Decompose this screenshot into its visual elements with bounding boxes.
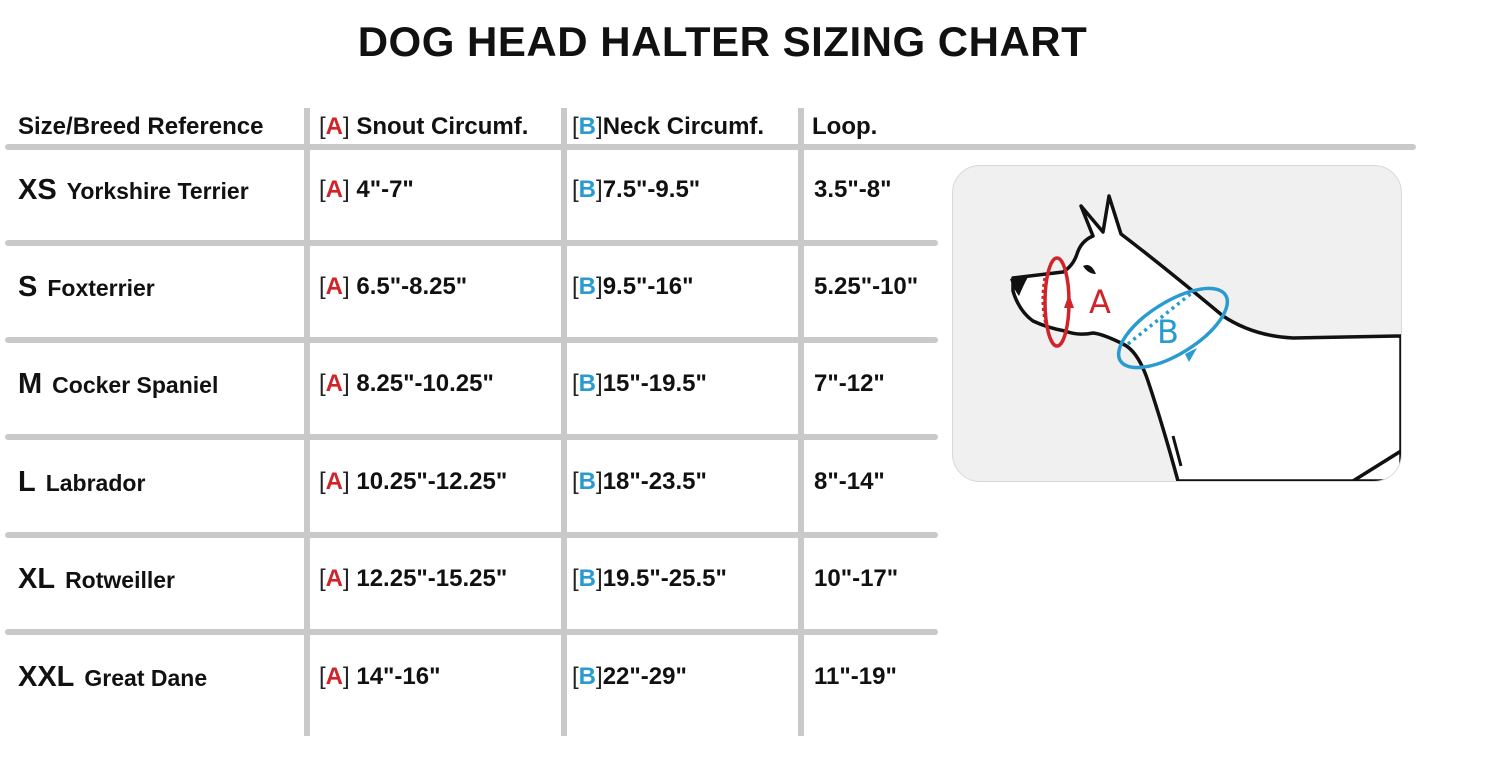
size-breed-cell: XXL Great Dane bbox=[18, 661, 207, 694]
size-label: L bbox=[18, 466, 36, 498]
breed-label: Labrador bbox=[45, 470, 146, 496]
marker-a: A bbox=[325, 273, 344, 300]
column-divider bbox=[798, 108, 804, 736]
size-label: XL bbox=[18, 563, 56, 595]
neck-cell: [B]19.5"-25.5" bbox=[572, 565, 727, 592]
label-a: A bbox=[1089, 283, 1111, 321]
size-label: S bbox=[18, 271, 38, 303]
loop-value: 10"-17" bbox=[814, 565, 899, 592]
loop-value: 11"-19" bbox=[814, 663, 897, 690]
breed-label: Cocker Spaniel bbox=[52, 372, 219, 398]
marker-b: B bbox=[578, 663, 597, 690]
size-breed-cell: L Labrador bbox=[18, 466, 145, 499]
marker-b: B bbox=[578, 176, 597, 203]
marker-a: A bbox=[325, 663, 344, 690]
column-divider bbox=[561, 108, 567, 736]
breed-label: Rotweiller bbox=[65, 567, 175, 593]
loop-value: 3.5"-8" bbox=[814, 176, 892, 203]
snout-cell: [A] 14"-16" bbox=[319, 663, 441, 690]
marker-a: A bbox=[325, 176, 344, 203]
row-divider bbox=[5, 337, 938, 343]
size-breed-cell: S Foxterrier bbox=[18, 271, 155, 304]
neck-cell: [B]22"-29" bbox=[572, 663, 687, 690]
neck-cell: [B]9.5"-16" bbox=[572, 273, 694, 300]
loop-value: 7"-12" bbox=[814, 370, 885, 397]
neck-value: 7.5"-9.5" bbox=[602, 176, 701, 203]
snout-value: 12.25"-15.25" bbox=[356, 565, 508, 592]
header-loop: Loop. bbox=[812, 113, 878, 140]
neck-cell: [B]15"-19.5" bbox=[572, 370, 707, 397]
marker-a: A bbox=[325, 468, 344, 495]
breed-label: Yorkshire Terrier bbox=[66, 178, 249, 204]
label-b: B bbox=[1157, 313, 1179, 351]
breed-label: Foxterrier bbox=[47, 275, 155, 301]
header-size-breed: Size/Breed Reference bbox=[18, 113, 264, 140]
header-neck-label: Neck Circumf. bbox=[602, 113, 765, 140]
row-divider bbox=[5, 629, 938, 635]
row-divider bbox=[5, 532, 938, 538]
header-snout-label: Snout Circumf. bbox=[356, 113, 529, 140]
row-divider bbox=[5, 434, 938, 440]
page-title: DOG HEAD HALTER SIZING CHART bbox=[357, 18, 1088, 65]
row-divider bbox=[5, 240, 938, 246]
marker-b: B bbox=[578, 370, 597, 397]
size-breed-cell: XL Rotweiller bbox=[18, 563, 175, 596]
size-label: M bbox=[18, 368, 43, 400]
size-breed-cell: M Cocker Spaniel bbox=[18, 368, 218, 401]
snout-value: 8.25"-10.25" bbox=[356, 370, 494, 397]
neck-cell: [B]7.5"-9.5" bbox=[572, 176, 701, 203]
dog-illustration: A B bbox=[1010, 194, 1401, 481]
snout-cell: [A] 12.25"-15.25" bbox=[319, 565, 508, 592]
neck-value: 18"-23.5" bbox=[602, 468, 707, 495]
marker-b: B bbox=[578, 468, 597, 495]
header-neck: [B]Neck Circumf. bbox=[572, 113, 765, 140]
snout-cell: [A] 6.5"-8.25" bbox=[319, 273, 468, 300]
snout-cell: [A] 4"-7" bbox=[319, 176, 414, 203]
loop-value: 8"-14" bbox=[814, 468, 885, 495]
size-label: XS bbox=[18, 174, 57, 206]
neck-value: 22"-29" bbox=[602, 663, 687, 690]
snout-value: 4"-7" bbox=[356, 176, 414, 203]
marker-b: B bbox=[578, 113, 597, 140]
neck-value: 9.5"-16" bbox=[602, 273, 694, 300]
size-label: XXL bbox=[18, 661, 75, 693]
neck-value: 19.5"-25.5" bbox=[602, 565, 727, 592]
marker-b: B bbox=[578, 565, 597, 592]
snout-cell: [A] 8.25"-10.25" bbox=[319, 370, 494, 397]
snout-value: 10.25"-12.25" bbox=[356, 468, 508, 495]
header-divider bbox=[5, 144, 1416, 150]
snout-value: 6.5"-8.25" bbox=[356, 273, 468, 300]
marker-b: B bbox=[578, 273, 597, 300]
marker-a: A bbox=[325, 565, 344, 592]
loop-value: 5.25"-10" bbox=[814, 273, 919, 300]
header-snout: [A] Snout Circumf. bbox=[319, 113, 529, 140]
dog-measurement-diagram: A B bbox=[952, 165, 1402, 482]
neck-value: 15"-19.5" bbox=[602, 370, 707, 397]
marker-a: A bbox=[325, 370, 344, 397]
marker-a: A bbox=[325, 113, 344, 140]
column-divider bbox=[304, 108, 310, 736]
snout-value: 14"-16" bbox=[356, 663, 441, 690]
size-breed-cell: XS Yorkshire Terrier bbox=[18, 174, 249, 207]
breed-label: Great Dane bbox=[84, 665, 208, 691]
neck-cell: [B]18"-23.5" bbox=[572, 468, 707, 495]
snout-cell: [A] 10.25"-12.25" bbox=[319, 468, 508, 495]
